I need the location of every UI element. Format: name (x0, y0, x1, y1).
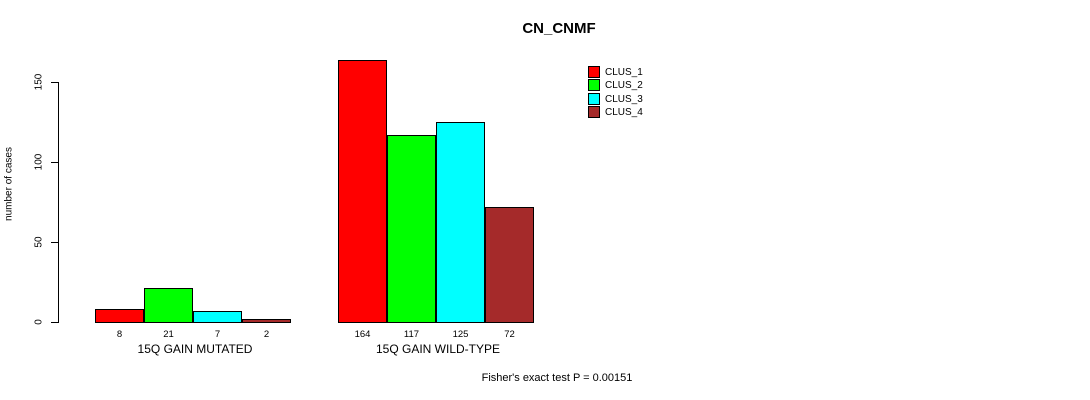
bar-clus_3-group-1 (436, 122, 485, 323)
bar-value-label: 164 (354, 329, 371, 340)
bar-clus_3-group-0 (193, 310, 242, 323)
bar-clus_4-group-1 (485, 206, 534, 323)
y-axis-tick-label: 0 (33, 319, 45, 325)
y-axis-tick-label: 50 (33, 236, 45, 248)
legend-label: CLUS_1 (605, 66, 643, 78)
y-axis-tick-label: 150 (33, 73, 45, 91)
bar-clus_1-group-1 (338, 59, 387, 323)
legend-item-clus_4: CLUS_4 (588, 106, 643, 118)
fisher-test-annotation: Fisher's exact test P = 0.00151 (481, 372, 633, 384)
y-axis-label: number of cases (3, 147, 15, 221)
bar-clus_2-group-1 (387, 134, 436, 323)
legend-swatch-icon (588, 66, 600, 78)
legend-item-clus_1: CLUS_1 (588, 66, 643, 78)
bar-value-label: 125 (452, 329, 469, 340)
bar-value-label: 117 (403, 329, 420, 340)
chart-title: CN_CNMF (522, 20, 596, 37)
legend-label: CLUS_4 (605, 106, 643, 118)
legend-label: CLUS_2 (605, 79, 643, 91)
bar-value-label: 2 (263, 329, 270, 340)
legend-swatch-icon (588, 79, 600, 91)
legend-item-clus_2: CLUS_2 (588, 79, 643, 91)
legend-swatch-icon (588, 93, 600, 105)
bar-value-label: 72 (504, 329, 515, 340)
bar-clus_1-group-0 (95, 309, 144, 323)
bar-value-label: 7 (214, 329, 221, 340)
legend-item-clus_3: CLUS_3 (588, 93, 643, 105)
y-axis-tick (51, 322, 58, 323)
y-axis-tick-label: 100 (33, 153, 45, 171)
y-axis-tick (51, 242, 58, 243)
x-category-label: 15Q GAIN WILD-TYPE (375, 342, 501, 356)
y-axis-tick (51, 162, 58, 163)
y-axis-line (58, 82, 59, 323)
legend-label: CLUS_3 (605, 93, 643, 105)
bar-value-label: 8 (116, 329, 123, 340)
x-category-label: 15Q GAIN MUTATED (137, 342, 253, 356)
bar-clus_2-group-0 (144, 288, 193, 323)
y-axis-tick (51, 82, 58, 83)
bar-value-label: 21 (163, 329, 174, 340)
bar-clus_4-group-0 (242, 318, 291, 323)
legend-swatch-icon (588, 106, 600, 118)
